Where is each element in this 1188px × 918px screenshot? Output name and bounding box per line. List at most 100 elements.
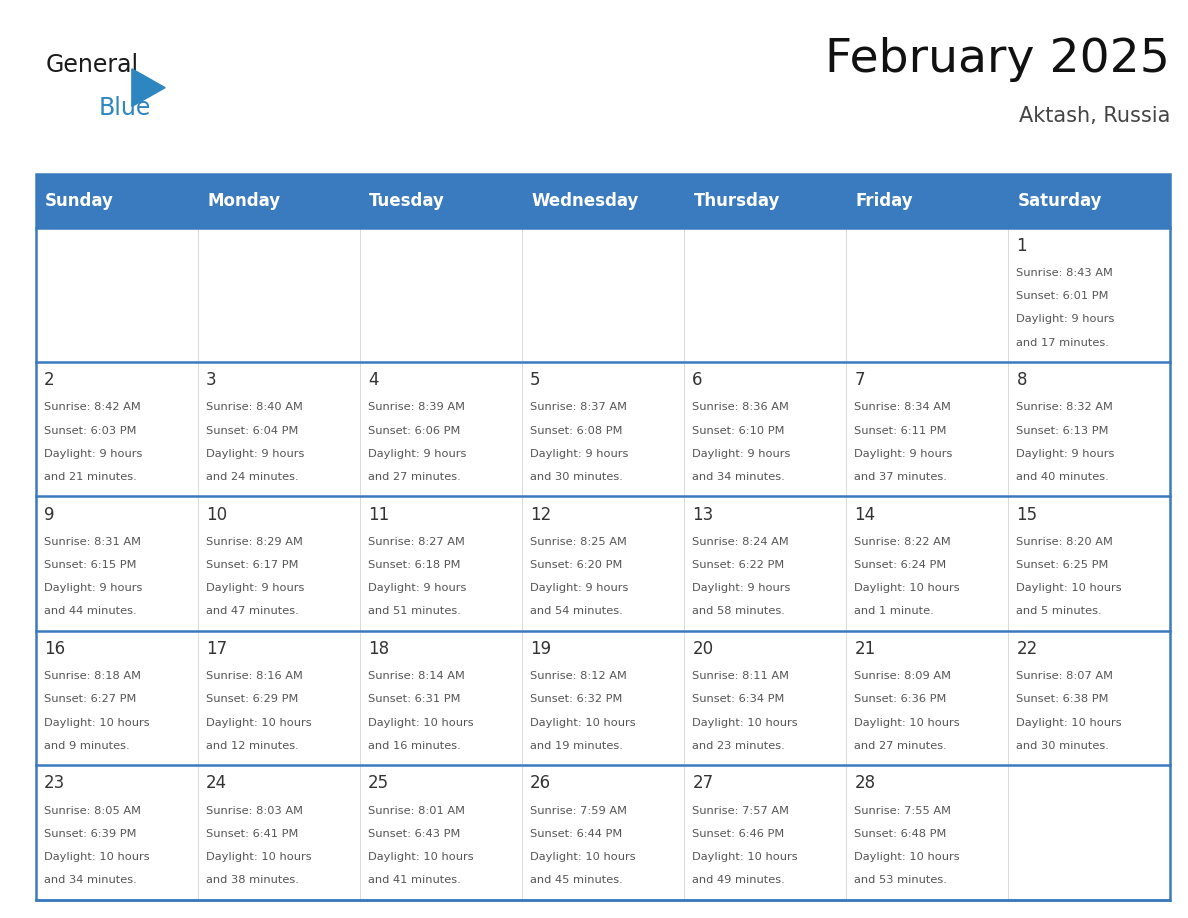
Text: Sunset: 6:32 PM: Sunset: 6:32 PM — [530, 694, 623, 704]
Text: Daylight: 10 hours: Daylight: 10 hours — [44, 718, 150, 728]
Bar — [846, 497, 1009, 631]
Bar — [197, 362, 360, 497]
Text: Daylight: 10 hours: Daylight: 10 hours — [854, 852, 960, 862]
Text: 26: 26 — [530, 775, 551, 792]
Text: 28: 28 — [854, 775, 876, 792]
Text: Daylight: 9 hours: Daylight: 9 hours — [368, 449, 467, 459]
Text: 6: 6 — [693, 371, 703, 389]
Text: Sunrise: 8:31 AM: Sunrise: 8:31 AM — [44, 537, 141, 547]
Text: 24: 24 — [206, 775, 227, 792]
Text: 5: 5 — [530, 371, 541, 389]
Text: 20: 20 — [693, 640, 713, 658]
Text: Aktash, Russia: Aktash, Russia — [1019, 106, 1170, 126]
Text: Sunset: 6:20 PM: Sunset: 6:20 PM — [530, 560, 623, 570]
Bar — [1009, 497, 1170, 631]
Text: Sunset: 6:22 PM: Sunset: 6:22 PM — [693, 560, 784, 570]
Text: Sunrise: 8:11 AM: Sunrise: 8:11 AM — [693, 671, 789, 681]
Text: Sunrise: 8:27 AM: Sunrise: 8:27 AM — [368, 537, 465, 547]
Text: Daylight: 10 hours: Daylight: 10 hours — [693, 718, 798, 728]
Text: Sunrise: 7:57 AM: Sunrise: 7:57 AM — [693, 806, 789, 815]
Text: 17: 17 — [206, 640, 227, 658]
Text: and 45 minutes.: and 45 minutes. — [530, 875, 623, 885]
Text: Sunrise: 8:42 AM: Sunrise: 8:42 AM — [44, 402, 140, 412]
Text: Sunrise: 8:40 AM: Sunrise: 8:40 AM — [206, 402, 303, 412]
Bar — [846, 228, 1009, 362]
Text: 15: 15 — [1017, 506, 1037, 523]
Text: and 27 minutes.: and 27 minutes. — [368, 472, 461, 482]
Bar — [360, 228, 522, 362]
Text: and 23 minutes.: and 23 minutes. — [693, 741, 785, 751]
Text: Daylight: 9 hours: Daylight: 9 hours — [693, 583, 791, 593]
Bar — [36, 766, 197, 900]
Text: 10: 10 — [206, 506, 227, 523]
Bar — [846, 362, 1009, 497]
Text: and 40 minutes.: and 40 minutes. — [1017, 472, 1110, 482]
Text: Daylight: 9 hours: Daylight: 9 hours — [1017, 314, 1114, 324]
Text: and 12 minutes.: and 12 minutes. — [206, 741, 299, 751]
Text: Sunset: 6:03 PM: Sunset: 6:03 PM — [44, 426, 137, 436]
Text: and 30 minutes.: and 30 minutes. — [530, 472, 623, 482]
Bar — [1009, 766, 1170, 900]
Text: Sunrise: 8:36 AM: Sunrise: 8:36 AM — [693, 402, 789, 412]
Text: 27: 27 — [693, 775, 713, 792]
Text: 12: 12 — [530, 506, 551, 523]
Bar — [522, 362, 684, 497]
Text: General: General — [45, 52, 138, 76]
Text: Sunset: 6:01 PM: Sunset: 6:01 PM — [1017, 291, 1108, 301]
Text: 2: 2 — [44, 371, 55, 389]
Bar — [846, 631, 1009, 766]
Text: Daylight: 10 hours: Daylight: 10 hours — [44, 852, 150, 862]
Text: Sunset: 6:04 PM: Sunset: 6:04 PM — [206, 426, 298, 436]
Text: Sunset: 6:15 PM: Sunset: 6:15 PM — [44, 560, 137, 570]
Text: Tuesday: Tuesday — [369, 192, 446, 210]
Text: Daylight: 10 hours: Daylight: 10 hours — [530, 718, 636, 728]
Text: Sunset: 6:27 PM: Sunset: 6:27 PM — [44, 694, 137, 704]
Text: Sunset: 6:10 PM: Sunset: 6:10 PM — [693, 426, 785, 436]
Text: Sunrise: 8:37 AM: Sunrise: 8:37 AM — [530, 402, 627, 412]
Bar — [846, 766, 1009, 900]
Text: and 5 minutes.: and 5 minutes. — [1017, 607, 1102, 616]
Text: Sunrise: 8:07 AM: Sunrise: 8:07 AM — [1017, 671, 1113, 681]
Text: and 24 minutes.: and 24 minutes. — [206, 472, 298, 482]
Bar — [36, 631, 197, 766]
Text: Sunset: 6:34 PM: Sunset: 6:34 PM — [693, 694, 784, 704]
Text: Sunset: 6:46 PM: Sunset: 6:46 PM — [693, 829, 784, 839]
Text: Saturday: Saturday — [1018, 192, 1102, 210]
Text: 18: 18 — [368, 640, 390, 658]
Text: 25: 25 — [368, 775, 390, 792]
Text: Daylight: 9 hours: Daylight: 9 hours — [530, 449, 628, 459]
Bar — [360, 362, 522, 497]
Text: 8: 8 — [1017, 371, 1026, 389]
Text: Sunrise: 8:34 AM: Sunrise: 8:34 AM — [854, 402, 952, 412]
Text: and 41 minutes.: and 41 minutes. — [368, 875, 461, 885]
Text: Sunset: 6:17 PM: Sunset: 6:17 PM — [206, 560, 298, 570]
Text: Sunrise: 8:25 AM: Sunrise: 8:25 AM — [530, 537, 627, 547]
Text: and 53 minutes.: and 53 minutes. — [854, 875, 947, 885]
Polygon shape — [132, 69, 165, 106]
Bar — [36, 228, 197, 362]
Text: Sunrise: 8:16 AM: Sunrise: 8:16 AM — [206, 671, 303, 681]
Text: Daylight: 9 hours: Daylight: 9 hours — [44, 449, 143, 459]
Bar — [684, 631, 846, 766]
Text: Sunrise: 8:01 AM: Sunrise: 8:01 AM — [368, 806, 466, 815]
Text: Daylight: 9 hours: Daylight: 9 hours — [206, 449, 304, 459]
Text: Daylight: 10 hours: Daylight: 10 hours — [854, 718, 960, 728]
Text: Daylight: 10 hours: Daylight: 10 hours — [368, 852, 474, 862]
Text: Daylight: 10 hours: Daylight: 10 hours — [1017, 583, 1121, 593]
Text: Sunrise: 8:05 AM: Sunrise: 8:05 AM — [44, 806, 141, 815]
Text: Sunset: 6:43 PM: Sunset: 6:43 PM — [368, 829, 461, 839]
Bar — [522, 228, 684, 362]
Bar — [36, 174, 1170, 900]
Text: Sunset: 6:39 PM: Sunset: 6:39 PM — [44, 829, 137, 839]
Bar — [522, 766, 684, 900]
Bar — [1009, 631, 1170, 766]
Bar — [684, 362, 846, 497]
Bar — [1009, 228, 1170, 362]
Bar — [1009, 362, 1170, 497]
Text: Daylight: 10 hours: Daylight: 10 hours — [368, 718, 474, 728]
Text: and 27 minutes.: and 27 minutes. — [854, 741, 947, 751]
Text: 13: 13 — [693, 506, 714, 523]
Text: and 30 minutes.: and 30 minutes. — [1017, 741, 1110, 751]
Text: and 54 minutes.: and 54 minutes. — [530, 607, 623, 616]
Text: Thursday: Thursday — [694, 192, 779, 210]
